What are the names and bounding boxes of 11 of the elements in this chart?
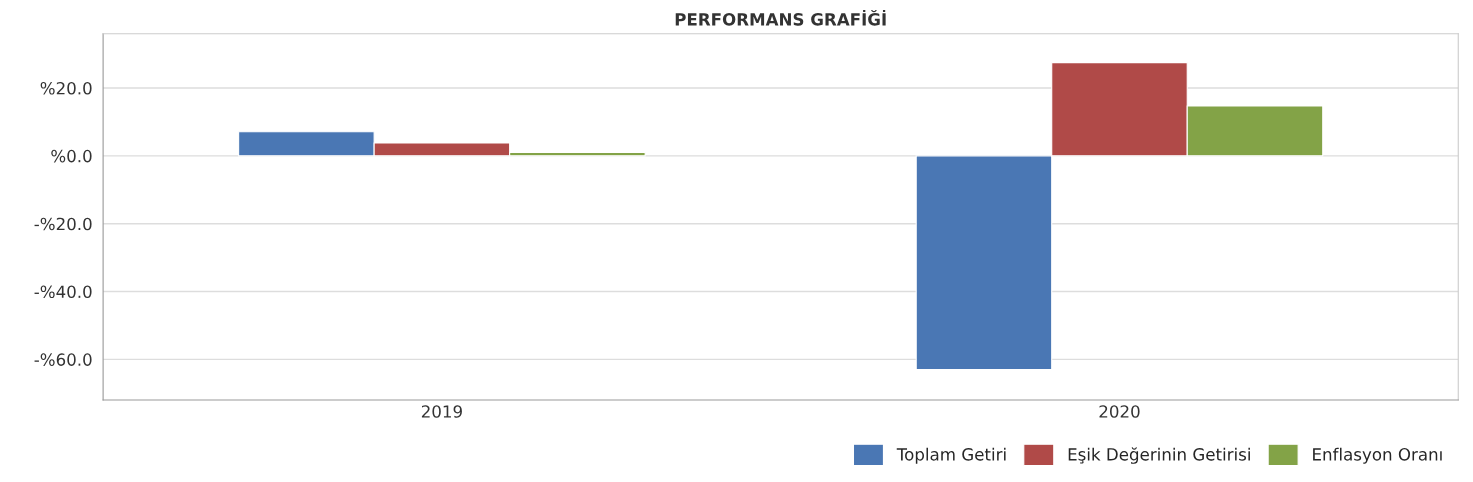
y-tick-label: %20.0 [40,81,92,95]
legend-label: Toplam Getiri [896,447,1006,464]
legend-label: Enflasyon Oranı [1313,447,1442,464]
x-tick-label: 2020 [1099,405,1140,418]
y-tick-label: -%60.0 [34,353,92,366]
y-tick-label: %0.0 [51,149,92,163]
x-tick-label: 2019 [421,405,462,418]
y-tick-label: -%20.0 [34,217,92,231]
legend-label: Eşik Değerinin Getirisi [1068,447,1250,464]
y-tick-label: -%40.0 [34,285,92,299]
chart-title: PERFORMANS GRAFİĞİ [675,9,886,26]
